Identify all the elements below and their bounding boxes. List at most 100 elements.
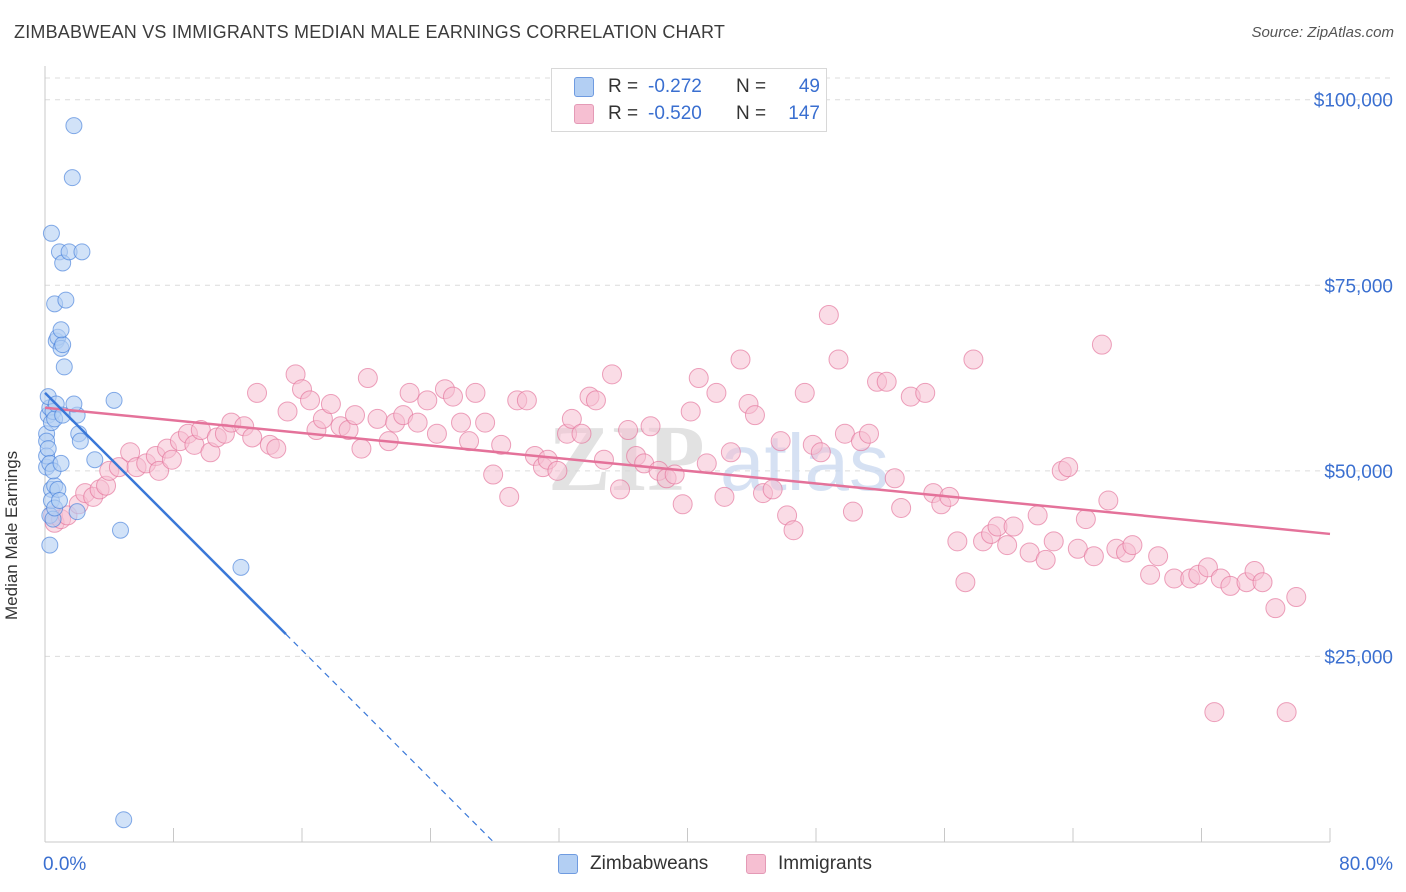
immigrants-point xyxy=(300,390,321,411)
tick-labels: $25,000 $50,000 $75,000 $100,000 0.0% 80.0% xyxy=(43,91,1393,875)
immigrants-point xyxy=(547,460,568,481)
immigrants-point xyxy=(451,412,472,433)
immigrants-point xyxy=(770,431,791,452)
immigrants-point xyxy=(357,368,378,389)
zimbabweans-point xyxy=(55,358,73,376)
immigrants-point xyxy=(1140,564,1161,585)
zimbabweans-point xyxy=(63,169,81,187)
legend-n-value: 147 xyxy=(788,103,820,124)
zimbabweans-point xyxy=(54,336,72,354)
immigrants-point xyxy=(1035,549,1056,570)
immigrants-point xyxy=(516,390,537,411)
zimbabweans-point xyxy=(39,440,57,458)
immigrants-point xyxy=(1122,535,1143,556)
legend-swatch-pink xyxy=(574,104,594,124)
immigrants-point xyxy=(714,486,735,507)
immigrants-point xyxy=(876,371,897,392)
immigrants-point xyxy=(1083,546,1104,567)
y-tick-label: $75,000 xyxy=(1324,276,1393,297)
zimbabweans-point xyxy=(68,503,86,521)
immigrants-point xyxy=(417,390,438,411)
immigrants-trend-line xyxy=(44,406,1331,536)
legend-label-immigrants: Immigrants xyxy=(778,853,872,874)
immigrants-point xyxy=(963,349,984,370)
immigrants-point xyxy=(762,479,783,500)
immigrants-point xyxy=(859,423,880,444)
trend-lines xyxy=(44,392,1331,844)
legend-n-label: N = xyxy=(736,76,767,97)
immigrants-point xyxy=(426,423,447,444)
immigrants-point xyxy=(915,382,936,403)
immigrants-point xyxy=(571,423,592,444)
immigrants-point xyxy=(367,408,388,429)
immigrants-point xyxy=(696,453,717,474)
stats-legend: R = -0.272 N = 49 R = -0.520 N = 147 xyxy=(551,68,827,132)
immigrants-point xyxy=(1204,702,1225,723)
zimbabweans-trend-extension xyxy=(285,633,496,844)
legend-item-zimbabweans[interactable]: Zimbabweans xyxy=(558,853,708,875)
immigrants-point xyxy=(720,442,741,463)
x-tick-label: 0.0% xyxy=(43,854,86,875)
immigrants-point xyxy=(1043,531,1064,552)
immigrants-point xyxy=(161,449,182,470)
legend-swatch-pink xyxy=(746,854,766,874)
legend-r-label: R = xyxy=(608,76,639,97)
immigrants-point xyxy=(884,468,905,489)
immigrants-point xyxy=(783,520,804,541)
immigrants-point xyxy=(320,394,341,415)
immigrants-point xyxy=(247,382,268,403)
legend-swatch-blue xyxy=(574,77,594,97)
immigrants-point xyxy=(1276,702,1297,723)
legend-item-immigrants[interactable]: Immigrants xyxy=(746,853,872,875)
immigrants-point xyxy=(442,386,463,407)
immigrants-point xyxy=(672,494,693,515)
legend-swatch-blue xyxy=(558,854,578,874)
legend-row-zimbabweans: R = -0.272 N = 49 xyxy=(574,75,820,99)
immigrants-point xyxy=(465,382,486,403)
immigrants-point xyxy=(1058,457,1079,478)
zimbabweans-trend-line xyxy=(44,392,287,636)
immigrants-point xyxy=(610,479,631,500)
immigrants-point xyxy=(593,449,614,470)
immigrants-point xyxy=(810,442,831,463)
zimbabweans-point xyxy=(57,291,75,309)
zimbabweans-point xyxy=(42,224,60,242)
zimbabweans-point xyxy=(232,558,250,576)
immigrants-point xyxy=(730,349,751,370)
legend-n-value: 49 xyxy=(798,76,820,97)
immigrants-point xyxy=(266,438,287,459)
y-tick-label: $100,000 xyxy=(1314,91,1393,112)
chart-title: ZIMBABWEAN VS IMMIGRANTS MEDIAN MALE EAR… xyxy=(14,22,726,42)
source-label: Source: ZipAtlas.com xyxy=(1251,24,1394,41)
immigrants-point xyxy=(706,382,727,403)
immigrants-point xyxy=(1148,546,1169,567)
zimbabweans-point xyxy=(65,395,83,413)
zimbabweans-point xyxy=(115,811,133,829)
legend-r-value: -0.272 xyxy=(648,76,702,97)
zimbabweans-point xyxy=(65,117,83,135)
immigrants-point xyxy=(842,501,863,522)
immigrants-point xyxy=(1027,505,1048,526)
immigrants-point xyxy=(680,401,701,422)
immigrants-point xyxy=(1003,516,1024,537)
legend-label-zimbabweans: Zimbabweans xyxy=(590,853,709,874)
legend-r-label: R = xyxy=(608,103,639,124)
immigrants-point xyxy=(149,460,170,481)
immigrants-point xyxy=(585,390,606,411)
zimbabweans-point xyxy=(71,432,89,450)
immigrants-point xyxy=(483,464,504,485)
legend-n-label: N = xyxy=(736,103,767,124)
immigrants-point xyxy=(744,405,765,426)
zimbabweans-point xyxy=(86,451,104,469)
zimbabweans-point xyxy=(111,521,129,539)
immigrants-point xyxy=(277,401,298,422)
zimbabweans-point xyxy=(73,243,91,261)
immigrants-point xyxy=(1075,509,1096,530)
immigrants-point xyxy=(1252,572,1273,593)
zimbabweans-point xyxy=(52,321,70,339)
immigrants-point xyxy=(1197,557,1218,578)
immigrants-point xyxy=(1098,490,1119,511)
immigrants-point xyxy=(1265,598,1286,619)
immigrants-point xyxy=(399,382,420,403)
